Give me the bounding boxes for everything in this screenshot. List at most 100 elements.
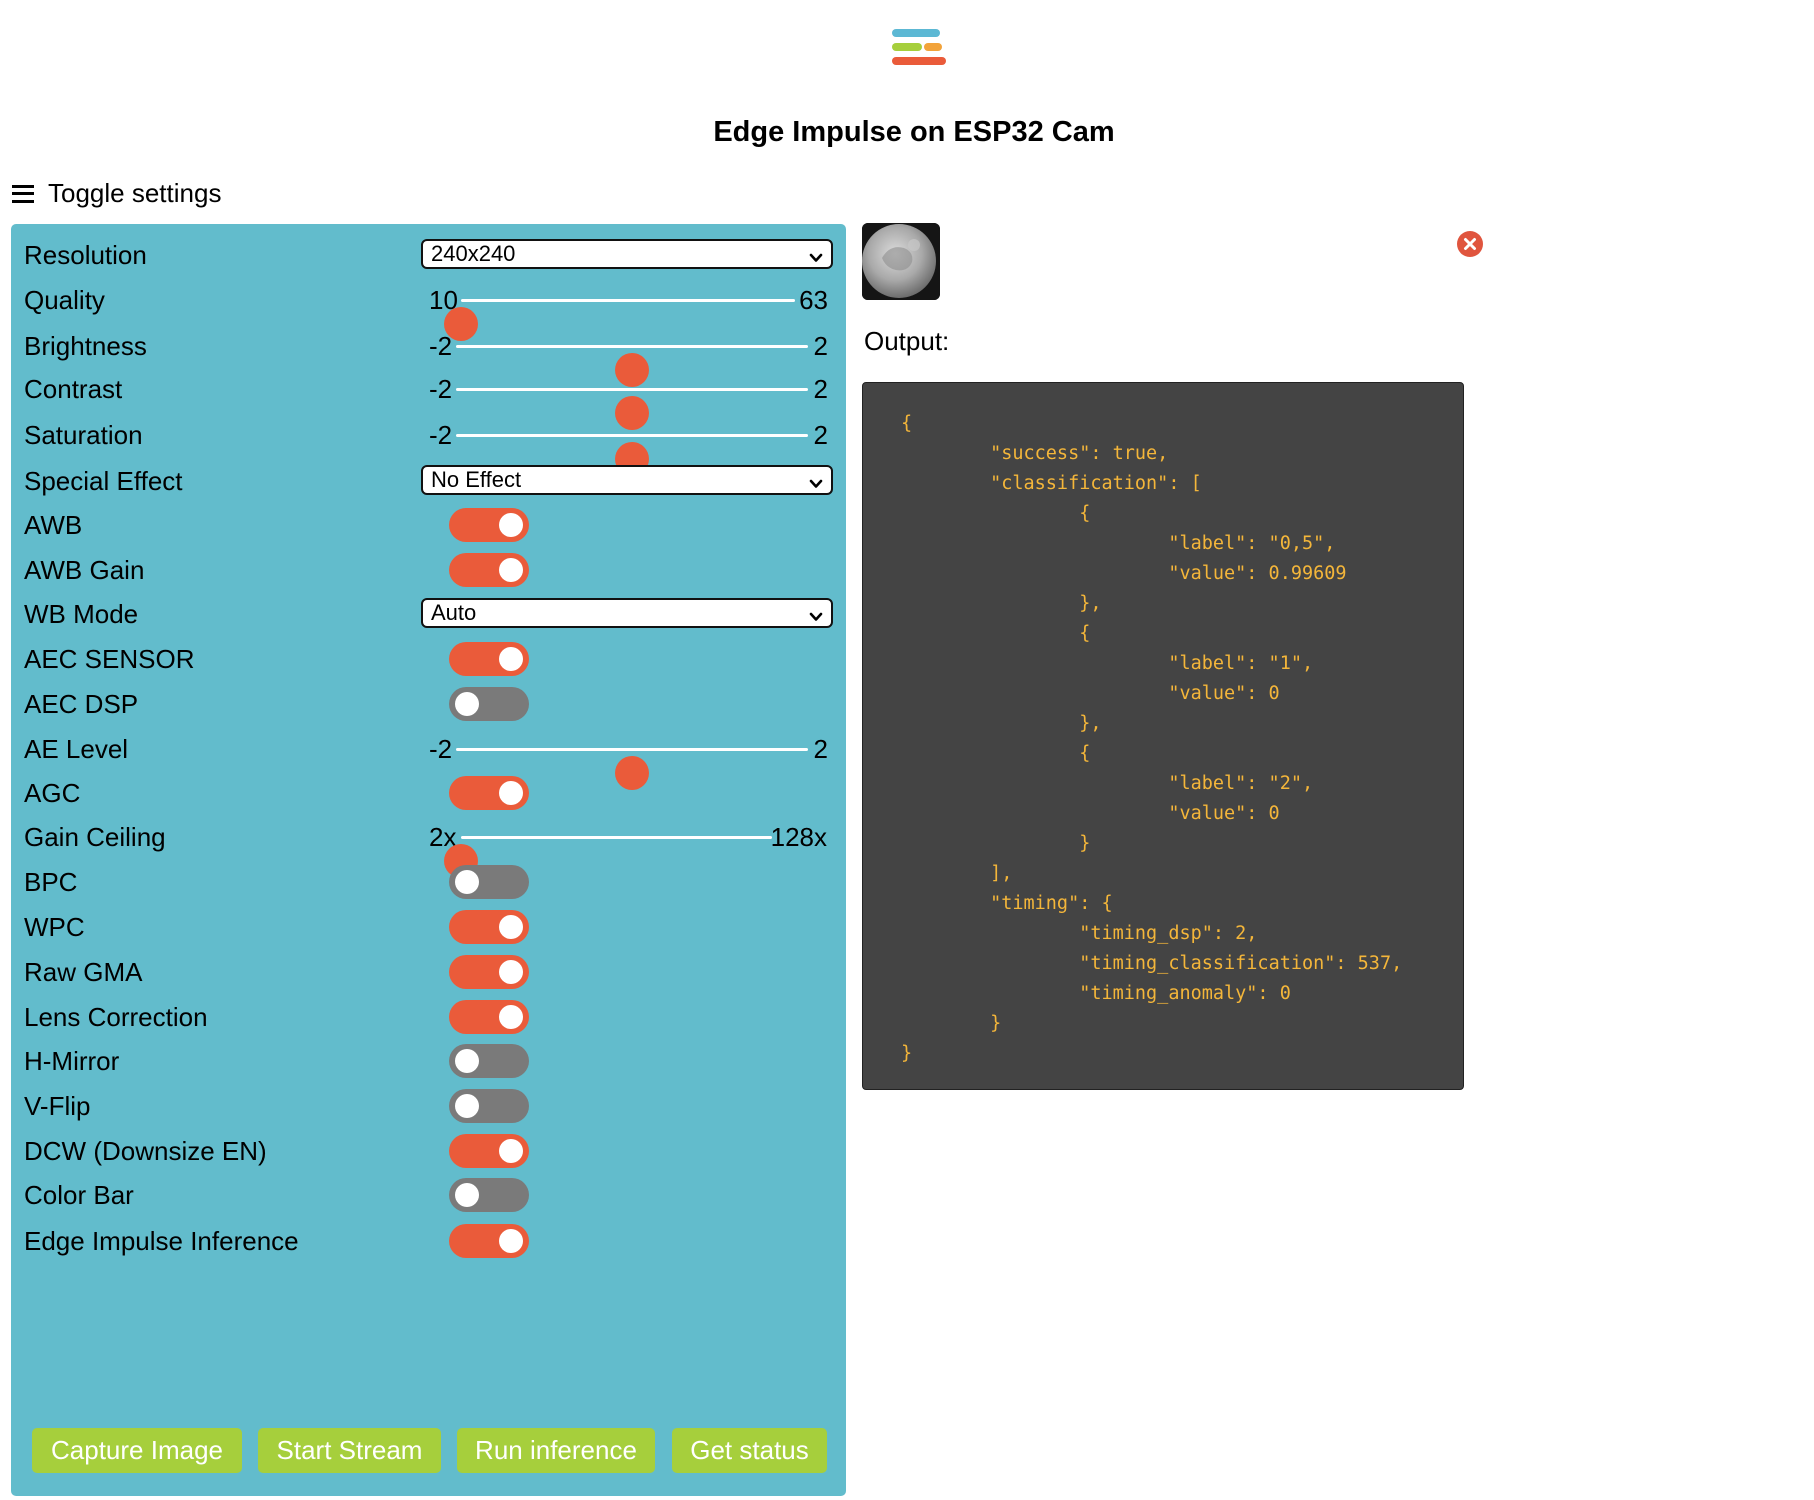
h-mirror-label: H-Mirror bbox=[24, 1046, 120, 1076]
saturation-label: Saturation bbox=[24, 420, 143, 450]
edge-impulse-inference-toggle[interactable] bbox=[449, 1224, 529, 1258]
brightness-slider-thumb[interactable] bbox=[615, 353, 649, 387]
brightness-control: -2 2 bbox=[421, 322, 836, 387]
color-bar-toggle[interactable] bbox=[449, 1178, 529, 1212]
get-status-button[interactable]: Get status bbox=[672, 1428, 827, 1473]
aec-dsp-toggle[interactable] bbox=[449, 687, 529, 721]
setting-row-resolution: Resolution 240x240 bbox=[11, 231, 846, 279]
special-effect-select[interactable]: No Effect bbox=[421, 465, 833, 495]
brightness-slider[interactable] bbox=[456, 345, 808, 387]
gain-ceiling-label: Gain Ceiling bbox=[24, 822, 166, 852]
awb-gain-control bbox=[421, 546, 836, 594]
lens-correction-control bbox=[421, 993, 836, 1041]
setting-row-quality: Quality 10 63 bbox=[11, 276, 846, 341]
toggle-knob bbox=[499, 558, 523, 582]
setting-row-wb-mode: WB Mode Auto bbox=[11, 590, 846, 638]
wpc-control bbox=[421, 903, 836, 951]
ae-level-control: -2 2 bbox=[421, 725, 836, 790]
awb-control bbox=[421, 501, 836, 549]
setting-row-saturation: Saturation -2 2 bbox=[11, 411, 846, 476]
awb-label: AWB bbox=[24, 510, 83, 540]
quality-slider[interactable] bbox=[444, 299, 795, 341]
lens-correction-toggle[interactable] bbox=[449, 1000, 529, 1034]
wb-mode-selected-value: Auto bbox=[431, 600, 477, 625]
toggle-knob bbox=[499, 513, 523, 537]
wb-mode-select[interactable]: Auto bbox=[421, 598, 833, 628]
saturation-control: -2 2 bbox=[421, 411, 836, 476]
toggle-knob bbox=[455, 870, 479, 894]
awb-gain-label: AWB Gain bbox=[24, 555, 145, 585]
chevron-down-icon bbox=[809, 604, 823, 621]
ae-level-slider[interactable] bbox=[456, 748, 808, 790]
aec-sensor-control bbox=[421, 635, 836, 683]
awb-toggle[interactable] bbox=[449, 508, 529, 542]
chevron-down-icon bbox=[809, 471, 823, 488]
captured-image[interactable] bbox=[862, 223, 940, 300]
page-title: Edge Impulse on ESP32 Cam bbox=[713, 116, 1115, 148]
saturation-slider[interactable] bbox=[456, 434, 808, 476]
raw-gma-control bbox=[421, 948, 836, 996]
toggle-settings-label: Toggle settings bbox=[48, 178, 222, 208]
contrast-slider-thumb[interactable] bbox=[615, 396, 649, 430]
close-icon[interactable] bbox=[1457, 231, 1483, 257]
setting-row-h-mirror: H-Mirror bbox=[11, 1037, 846, 1085]
aec-sensor-toggle[interactable] bbox=[449, 642, 529, 676]
quality-slider-thumb[interactable] bbox=[444, 307, 478, 341]
agc-control bbox=[421, 769, 836, 817]
hamburger-icon bbox=[12, 184, 34, 203]
aec-dsp-control bbox=[421, 680, 836, 728]
wpc-toggle[interactable] bbox=[449, 910, 529, 944]
resolution-select[interactable]: 240x240 bbox=[421, 239, 833, 269]
color-bar-label: Color Bar bbox=[24, 1180, 134, 1210]
toggle-knob bbox=[499, 915, 523, 939]
setting-row-awb-gain: AWB Gain bbox=[11, 546, 846, 594]
h-mirror-toggle[interactable] bbox=[449, 1044, 529, 1078]
h-mirror-control bbox=[421, 1037, 836, 1085]
setting-row-contrast: Contrast -2 2 bbox=[11, 365, 846, 430]
gain-ceiling-slider[interactable] bbox=[444, 836, 772, 878]
wpc-label: WPC bbox=[24, 912, 85, 942]
v-flip-label: V-Flip bbox=[24, 1091, 91, 1121]
setting-row-aec-sensor: AEC SENSOR bbox=[11, 635, 846, 683]
agc-toggle[interactable] bbox=[449, 776, 529, 810]
ae-level-label: AE Level bbox=[24, 734, 129, 764]
lens-correction-label: Lens Correction bbox=[24, 1002, 208, 1032]
toggle-knob bbox=[455, 1049, 479, 1073]
setting-row-agc: AGC bbox=[11, 769, 846, 817]
toggle-knob bbox=[499, 1229, 523, 1253]
settings-panel: Resolution 240x240 Quality 10 63 Brightness -2… bbox=[11, 224, 846, 1496]
special-effect-label: Special Effect bbox=[24, 466, 183, 496]
resolution-selected-value: 240x240 bbox=[431, 241, 516, 266]
edge-impulse-inference-control bbox=[421, 1217, 836, 1265]
toggle-knob bbox=[455, 1183, 479, 1207]
edge-impulse-logo bbox=[886, 26, 950, 72]
bpc-label: BPC bbox=[24, 867, 78, 897]
contrast-control: -2 2 bbox=[421, 365, 836, 430]
raw-gma-label: Raw GMA bbox=[24, 957, 143, 987]
dcw-downsize-en-label: DCW (Downsize EN) bbox=[24, 1136, 267, 1166]
dcw-downsize-en-toggle[interactable] bbox=[449, 1134, 529, 1168]
v-flip-toggle[interactable] bbox=[449, 1089, 529, 1123]
setting-row-gain-ceiling: Gain Ceiling 2x 128x bbox=[11, 813, 846, 878]
raw-gma-toggle[interactable] bbox=[449, 955, 529, 989]
setting-row-lens-correction: Lens Correction bbox=[11, 993, 846, 1041]
wb-mode-label: WB Mode bbox=[24, 599, 139, 629]
toggle-settings-button[interactable]: Toggle settings bbox=[12, 178, 221, 209]
ae-level-slider-thumb[interactable] bbox=[615, 756, 649, 790]
aec-dsp-label: AEC DSP bbox=[24, 689, 139, 719]
chevron-down-icon bbox=[809, 245, 823, 262]
special-effect-selected-value: No Effect bbox=[431, 467, 522, 492]
brightness-label: Brightness bbox=[24, 331, 147, 361]
setting-row-edge-impulse-inference: Edge Impulse Inference bbox=[11, 1217, 846, 1265]
setting-row-awb: AWB bbox=[11, 501, 846, 549]
quality-control: 10 63 bbox=[421, 276, 836, 341]
run-inference-button[interactable]: Run inference bbox=[457, 1428, 655, 1473]
setting-row-special-effect: Special Effect No Effect bbox=[11, 457, 846, 505]
bpc-toggle[interactable] bbox=[449, 865, 529, 899]
contrast-slider[interactable] bbox=[456, 388, 808, 430]
special-effect-control: No Effect bbox=[421, 457, 836, 505]
awb-gain-toggle[interactable] bbox=[449, 553, 529, 587]
capture-image-button[interactable]: Capture Image bbox=[32, 1428, 242, 1473]
start-stream-button[interactable]: Start Stream bbox=[258, 1428, 441, 1473]
resolution-label: Resolution bbox=[24, 240, 147, 270]
